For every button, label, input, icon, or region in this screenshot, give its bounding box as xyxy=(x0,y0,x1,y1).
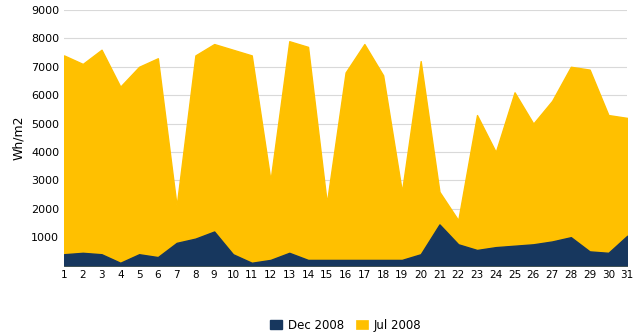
Y-axis label: Wh/m2: Wh/m2 xyxy=(12,116,26,160)
Legend: Dec 2008, Jul 2008: Dec 2008, Jul 2008 xyxy=(266,314,426,332)
